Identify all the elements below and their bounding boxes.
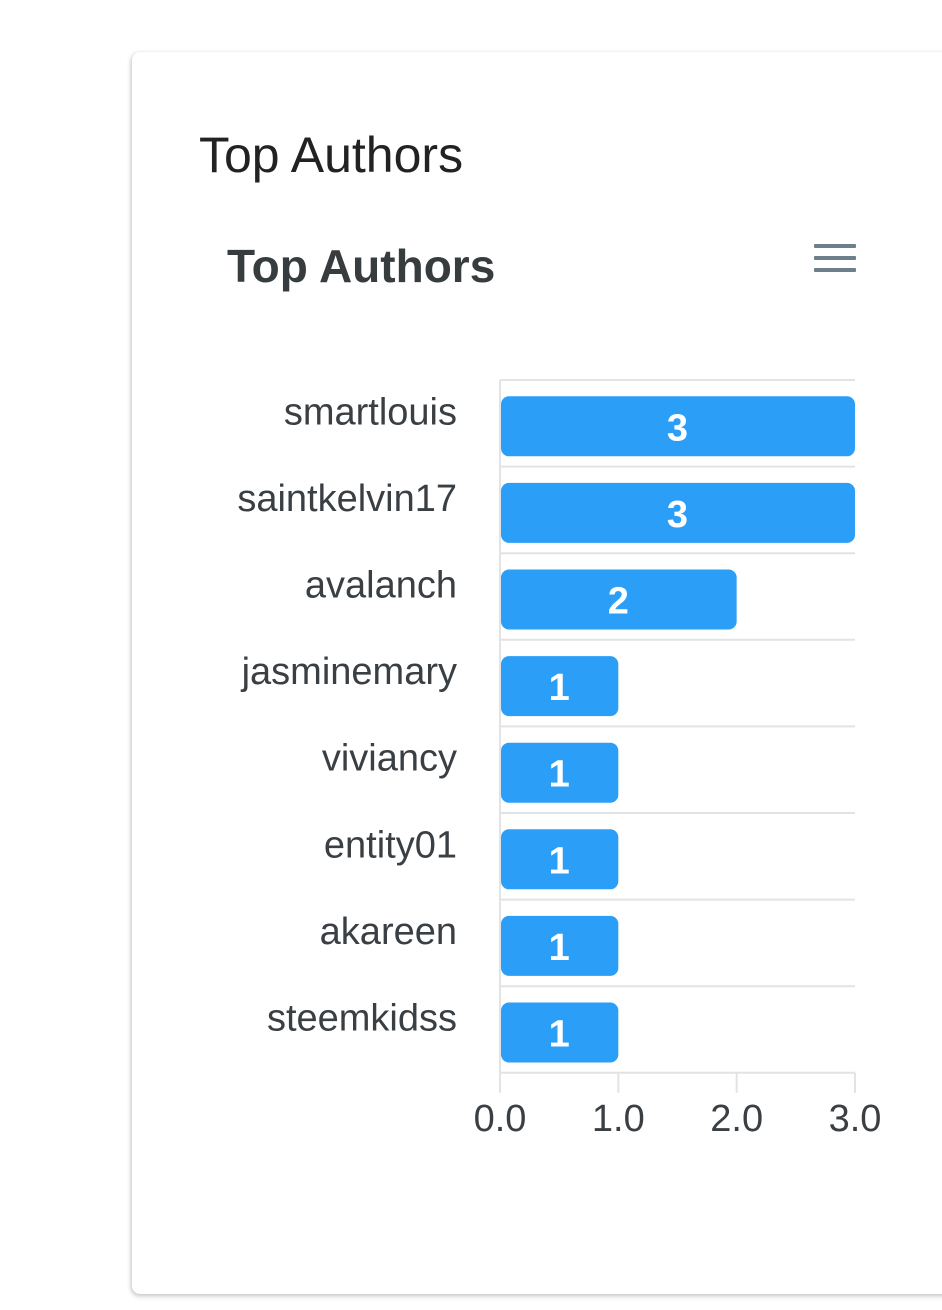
x-tick-label: 2.0 — [710, 1098, 763, 1140]
category-label: akareen — [320, 911, 457, 953]
category-label: smartlouis — [284, 391, 457, 433]
bar — [501, 742, 619, 803]
category-label: saintkelvin17 — [237, 478, 457, 520]
bar — [501, 915, 619, 976]
bar — [501, 656, 619, 717]
x-tick-label: 3.0 — [829, 1098, 882, 1140]
x-tick-label: 0.0 — [474, 1098, 527, 1140]
card-title: Top Authors — [199, 127, 464, 183]
bar — [501, 569, 737, 630]
data-label: 1 — [549, 840, 570, 882]
data-label: 1 — [549, 754, 570, 796]
bar — [501, 829, 619, 890]
bar — [501, 396, 855, 457]
data-label: 1 — [549, 927, 570, 969]
category-label: avalanch — [305, 565, 457, 607]
data-label: 3 — [667, 407, 688, 449]
chart-menu-icon[interactable] — [812, 240, 858, 280]
x-tick-label: 1.0 — [592, 1098, 645, 1140]
bar — [501, 482, 855, 543]
menu-line — [814, 256, 856, 260]
data-label: 3 — [667, 494, 688, 536]
category-label: entity01 — [324, 824, 457, 866]
data-label: 1 — [549, 667, 570, 709]
data-label: 2 — [608, 581, 629, 623]
category-label: steemkidss — [267, 998, 457, 1040]
data-label: 1 — [549, 1014, 570, 1056]
category-label: jasminemary — [241, 651, 457, 693]
menu-line — [814, 268, 856, 272]
bar — [501, 1002, 619, 1063]
menu-line — [814, 244, 856, 248]
chart-title: Top Authors — [227, 240, 495, 292]
category-label: viviancy — [322, 738, 457, 780]
